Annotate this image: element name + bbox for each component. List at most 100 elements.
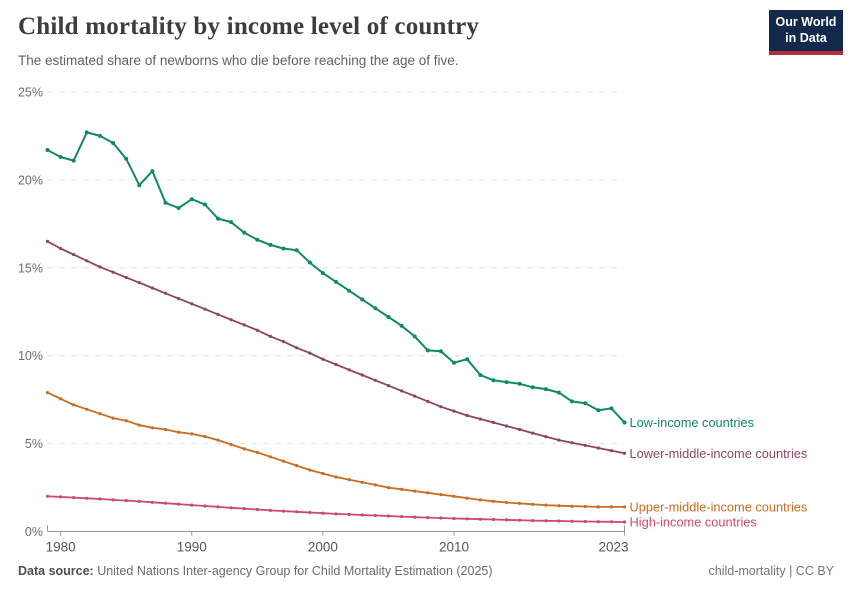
data-line-high-income-countries	[46, 495, 626, 523]
data-point	[583, 519, 587, 524]
data-point	[386, 384, 391, 388]
data-point	[347, 288, 352, 293]
data-point	[491, 499, 495, 503]
x-tick-label: 2000	[308, 540, 338, 555]
y-tick-label: 15%	[18, 261, 43, 275]
data-point	[45, 148, 50, 152]
data-point	[229, 442, 233, 447]
data-point	[242, 507, 246, 511]
data-point	[478, 373, 483, 377]
series-label-upper-middle-income-countries[interactable]: Upper-middle-income countries	[630, 499, 808, 514]
data-source-note: Data source: United Nations Inter-agency…	[18, 564, 493, 578]
data-point	[216, 312, 220, 316]
data-point	[452, 516, 456, 521]
data-point	[242, 323, 246, 327]
data-point	[72, 496, 76, 500]
data-point	[609, 520, 614, 524]
data-point	[85, 407, 89, 411]
data-point	[465, 357, 470, 362]
data-point	[268, 334, 272, 338]
data-point	[413, 515, 417, 519]
footer: Data source: United Nations Inter-agency…	[18, 564, 834, 578]
data-point	[478, 517, 482, 521]
data-point	[321, 511, 325, 515]
data-point	[255, 450, 259, 454]
data-point	[72, 253, 76, 257]
data-point	[622, 520, 627, 524]
data-point	[216, 505, 220, 509]
data-point	[163, 291, 168, 295]
data-point	[111, 416, 115, 420]
data-point	[426, 399, 430, 403]
data-point	[373, 378, 377, 382]
data-point	[360, 297, 365, 302]
data-point	[308, 468, 312, 472]
data-point	[544, 519, 548, 523]
y-tick-label: 0%	[25, 525, 43, 539]
data-point	[163, 200, 168, 205]
data-point	[242, 230, 247, 235]
x-tick-label: 2023	[598, 540, 628, 555]
data-point	[596, 408, 601, 413]
data-point	[216, 438, 220, 442]
data-point	[583, 504, 587, 509]
y-tick-label: 20%	[18, 173, 43, 187]
data-point	[98, 133, 102, 138]
data-point	[622, 505, 627, 509]
data-point	[465, 496, 469, 500]
data-point	[373, 306, 378, 311]
data-point	[557, 438, 561, 442]
data-line-lower-middle-income-countries	[46, 240, 626, 455]
data-point	[229, 220, 234, 225]
data-point	[557, 519, 561, 523]
owid-logo[interactable]: Our World in Data	[769, 10, 843, 55]
data-point	[295, 346, 299, 350]
data-point	[452, 409, 456, 413]
data-point	[570, 519, 574, 523]
y-tick-label: 10%	[18, 349, 43, 363]
data-point	[386, 486, 391, 490]
data-point	[413, 489, 417, 493]
data-point	[150, 286, 154, 290]
data-point	[543, 387, 548, 392]
data-point	[556, 390, 561, 395]
data-point	[98, 265, 102, 269]
data-point	[347, 512, 351, 517]
data-point	[308, 351, 312, 355]
data-point	[334, 475, 338, 479]
data-point	[373, 513, 377, 518]
series-label-high-income-countries[interactable]: High-income countries	[630, 515, 757, 530]
data-point	[268, 508, 272, 512]
data-point	[281, 246, 286, 251]
series-label-low-income-countries[interactable]: Low-income countries	[630, 415, 754, 430]
data-point	[295, 510, 299, 514]
data-point	[295, 464, 299, 468]
data-point	[570, 441, 574, 445]
data-point	[229, 506, 233, 510]
y-tick-label: 5%	[25, 437, 43, 451]
data-point	[373, 483, 377, 487]
owid-logo-line1: Our World	[775, 15, 837, 29]
data-point	[438, 349, 443, 354]
data-point	[85, 496, 89, 500]
data-point	[452, 360, 456, 365]
data-point	[307, 260, 312, 265]
data-point	[177, 297, 181, 301]
data-point	[321, 471, 325, 476]
data-point	[544, 503, 548, 507]
data-point	[334, 362, 338, 367]
data-point	[504, 518, 509, 522]
data-point	[71, 158, 76, 163]
data-point	[190, 432, 194, 436]
data-point	[111, 270, 115, 274]
data-point	[150, 426, 154, 430]
data-point	[622, 420, 627, 425]
data-point	[425, 348, 430, 353]
data-point	[294, 248, 299, 253]
data-point	[163, 501, 168, 505]
data-point	[465, 413, 469, 418]
series-label-lower-middle-income-countries[interactable]: Lower-middle-income countries	[630, 446, 808, 461]
data-point	[150, 500, 154, 504]
data-point	[517, 381, 522, 386]
